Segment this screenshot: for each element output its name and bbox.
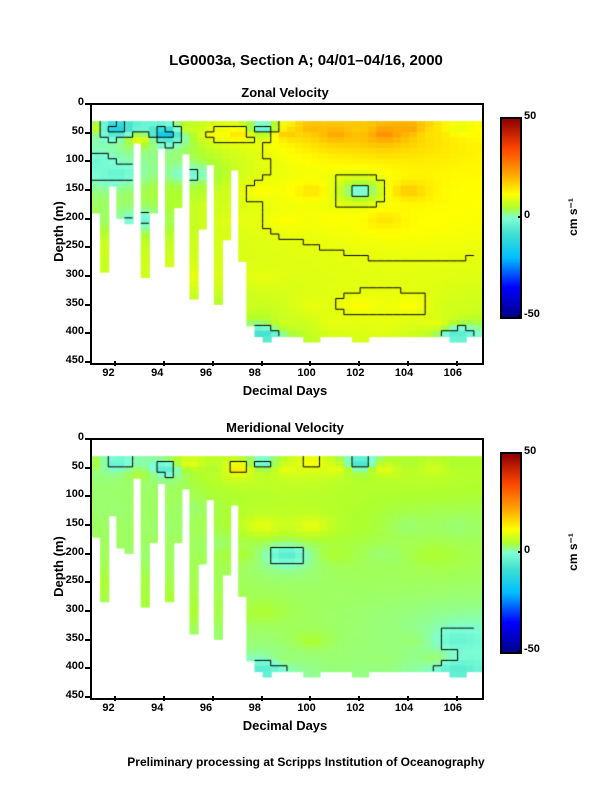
- ytick-label: 350: [66, 632, 84, 644]
- ytick-label: 100: [66, 488, 84, 500]
- xtick-label: 98: [249, 367, 261, 379]
- xtick-label: 96: [200, 367, 212, 379]
- ytick-label: 0: [78, 96, 84, 108]
- xtick-label: 104: [395, 702, 413, 714]
- ytick-label: 450: [66, 354, 84, 366]
- xtick-label: 106: [444, 702, 462, 714]
- footer-text: Preliminary processing at Scripps Instit…: [0, 755, 612, 769]
- cbar-tick-label: -50: [524, 308, 540, 320]
- ytick-label: 0: [78, 431, 84, 443]
- ytick-label: 50: [72, 460, 84, 472]
- ytick-label: 200: [66, 211, 84, 223]
- xtick-label: 100: [297, 367, 315, 379]
- plot-area: [90, 438, 484, 700]
- cbar-tick-label: 50: [524, 445, 536, 457]
- colorbar: [500, 452, 522, 654]
- ytick-label: 350: [66, 297, 84, 309]
- xtick-label: 100: [297, 702, 315, 714]
- colorbar-label: cm s⁻¹: [566, 198, 580, 236]
- x-axis-label: Decimal Days: [90, 718, 480, 733]
- colorbar: [500, 117, 522, 319]
- xtick-label: 98: [249, 702, 261, 714]
- ytick-label: 250: [66, 574, 84, 586]
- ytick-label: 400: [66, 325, 84, 337]
- xtick-label: 104: [395, 367, 413, 379]
- cbar-tick-label: 0: [524, 209, 530, 221]
- cbar-tick-label: 50: [524, 110, 536, 122]
- y-axis-label: Depth (m): [51, 536, 66, 597]
- ytick-label: 200: [66, 546, 84, 558]
- panel-title: Zonal Velocity: [90, 85, 480, 100]
- x-axis-label: Decimal Days: [90, 383, 480, 398]
- ytick-label: 50: [72, 125, 84, 137]
- ytick-label: 450: [66, 689, 84, 701]
- xtick-label: 102: [346, 702, 364, 714]
- xtick-label: 96: [200, 702, 212, 714]
- page-title: LG0003a, Section A; 04/01–04/16, 2000: [0, 52, 612, 69]
- xtick-label: 94: [151, 367, 163, 379]
- xtick-label: 92: [102, 702, 114, 714]
- ytick-label: 100: [66, 153, 84, 165]
- xtick-label: 102: [346, 367, 364, 379]
- plot-area: [90, 103, 484, 365]
- ytick-label: 300: [66, 603, 84, 615]
- cbar-tick-label: -50: [524, 643, 540, 655]
- ytick-label: 300: [66, 268, 84, 280]
- xtick-label: 92: [102, 367, 114, 379]
- colorbar-label: cm s⁻¹: [566, 533, 580, 571]
- ytick-label: 250: [66, 239, 84, 251]
- ytick-label: 150: [66, 182, 84, 194]
- ytick-label: 150: [66, 517, 84, 529]
- xtick-label: 94: [151, 702, 163, 714]
- xtick-label: 106: [444, 367, 462, 379]
- panel-title: Meridional Velocity: [90, 420, 480, 435]
- cbar-tick-label: 0: [524, 544, 530, 556]
- y-axis-label: Depth (m): [51, 201, 66, 262]
- ytick-label: 400: [66, 660, 84, 672]
